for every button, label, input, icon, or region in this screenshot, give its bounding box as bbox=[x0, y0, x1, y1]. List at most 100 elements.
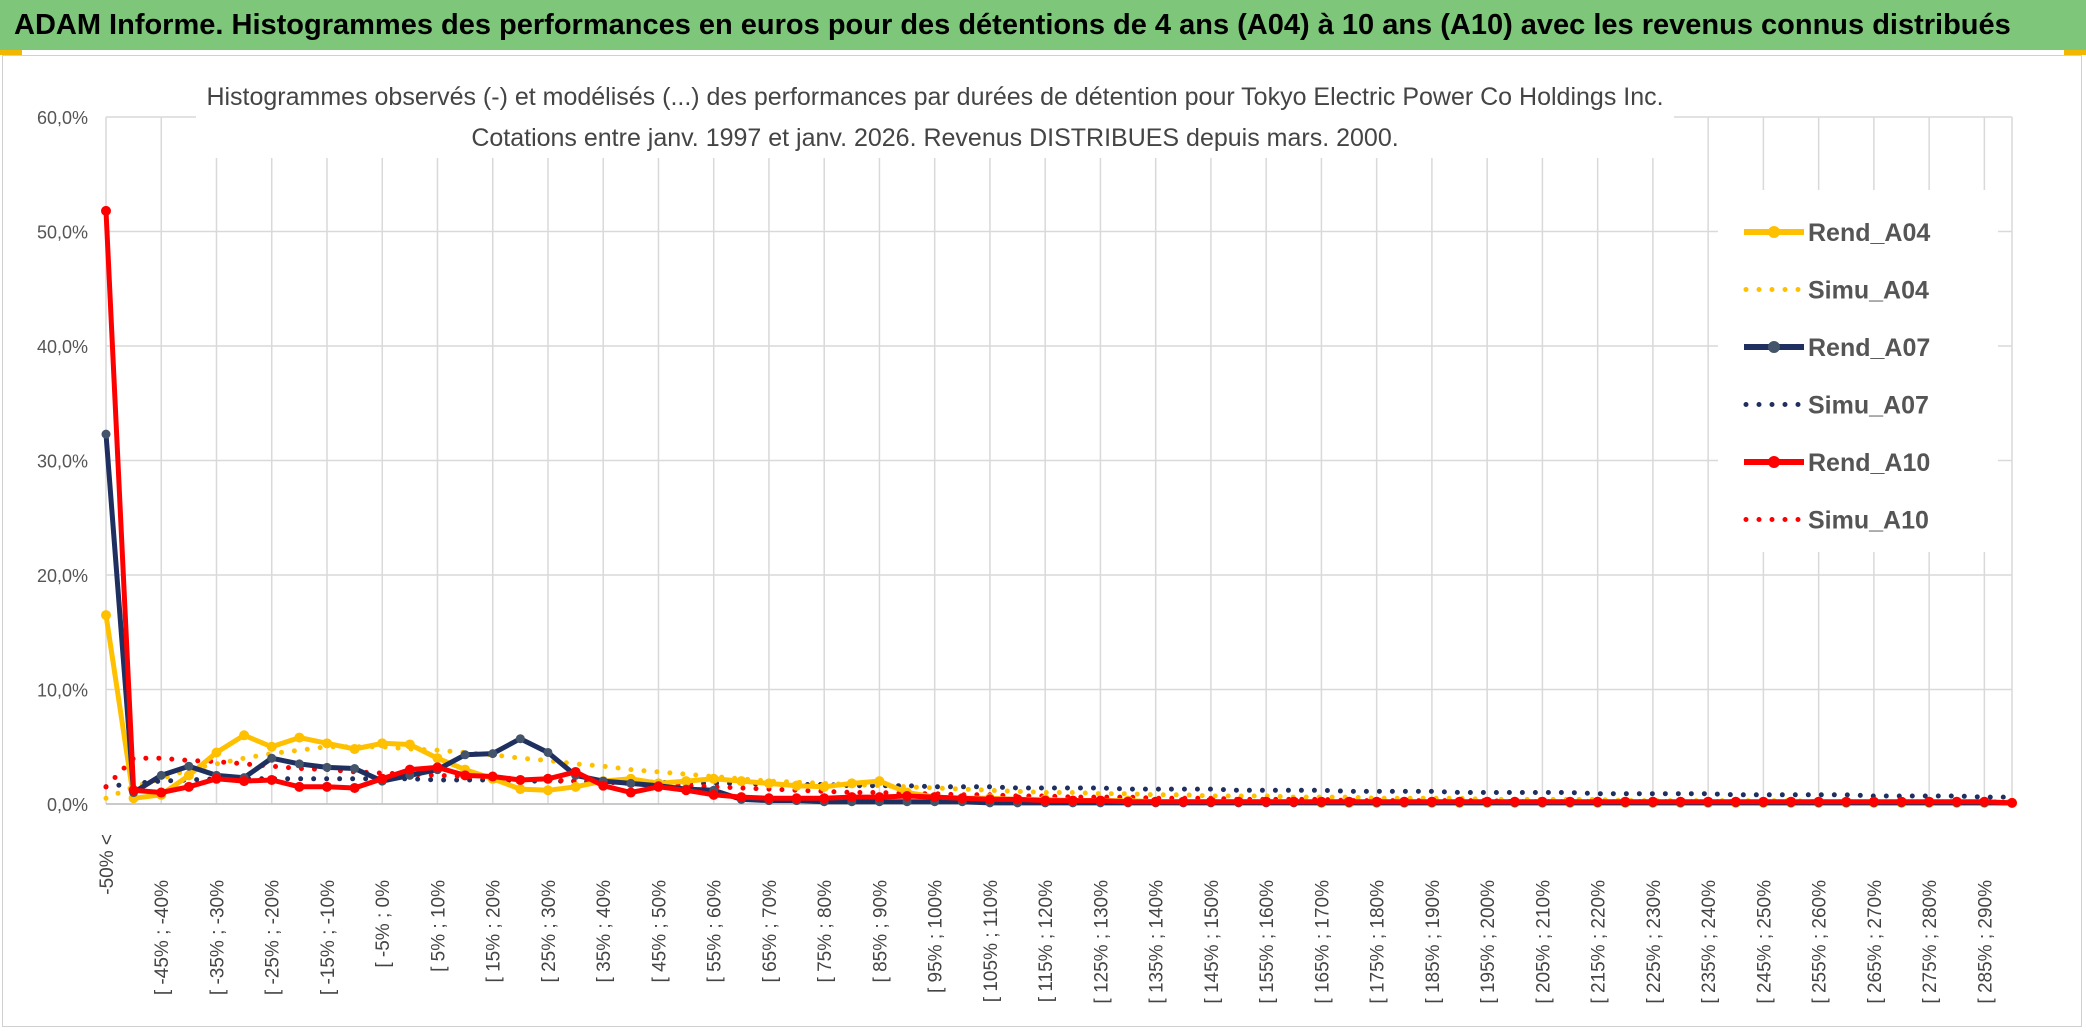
x-tick-label: [ 175% ; 180% bbox=[1368, 880, 1389, 1004]
y-tick-label: 50,0% bbox=[37, 223, 88, 243]
x-tick-label: [ 85% ; 90% bbox=[870, 880, 891, 983]
data-point bbox=[1786, 796, 1797, 807]
x-tick-label: [ 75% ; 80% bbox=[815, 880, 836, 983]
data-point bbox=[1123, 796, 1134, 807]
data-point bbox=[598, 780, 609, 791]
legend-background bbox=[1718, 190, 1998, 552]
data-point bbox=[487, 771, 498, 782]
data-point bbox=[542, 785, 553, 796]
data-point bbox=[570, 781, 581, 792]
data-point bbox=[625, 787, 636, 798]
data-point bbox=[1896, 796, 1907, 807]
chart-area-border bbox=[2, 55, 2082, 1027]
x-axis-ticks: -50% < [ -45% ; -40% [ -35% ; -30% [ -25% ;… bbox=[97, 834, 1996, 1004]
data-point bbox=[736, 776, 747, 787]
report-banner: ADAM Informe. Histogrammes des performan… bbox=[0, 0, 2086, 52]
x-tick-label: [ 115% ; 120% bbox=[1036, 880, 1057, 1002]
chart-title-line1: Histogrammes observés (-) et modélisés (… bbox=[206, 83, 1663, 111]
x-tick-label: [ 235% ; 240% bbox=[1699, 880, 1720, 1004]
legend-item-simu-a10: Simu_A10 bbox=[1743, 507, 1929, 535]
x-tick-label: [ 185% ; 190% bbox=[1423, 880, 1444, 1004]
data-point bbox=[460, 750, 470, 760]
y-tick-label: 10,0% bbox=[37, 681, 88, 701]
data-point bbox=[1592, 796, 1603, 807]
data-point bbox=[1841, 796, 1852, 807]
x-tick-label: [ 215% ; 220% bbox=[1589, 880, 1610, 1004]
x-tick-label: [ 105% ; 110% bbox=[981, 880, 1002, 1002]
data-point bbox=[1647, 796, 1658, 807]
data-point bbox=[902, 790, 913, 801]
data-point bbox=[626, 778, 636, 788]
data-point bbox=[1703, 796, 1714, 807]
data-point bbox=[1675, 796, 1686, 807]
legend-item-simu-a07: Simu_A07 bbox=[1743, 392, 1929, 420]
banner-accent-left bbox=[0, 50, 22, 55]
data-point bbox=[1040, 795, 1051, 806]
series-layer bbox=[101, 205, 2017, 808]
data-point bbox=[2007, 797, 2017, 808]
data-point bbox=[1399, 796, 1410, 807]
x-tick-label: [ 55% ; 60% bbox=[705, 880, 726, 983]
legend-label: Rend_A07 bbox=[1808, 334, 1930, 362]
data-point bbox=[929, 792, 940, 803]
data-point bbox=[1012, 794, 1023, 805]
data-point bbox=[1233, 796, 1244, 807]
legend-label: Simu_A10 bbox=[1808, 507, 1929, 535]
data-point bbox=[570, 766, 581, 777]
data-point bbox=[708, 773, 719, 784]
data-point bbox=[1868, 796, 1879, 807]
data-point bbox=[239, 730, 250, 741]
data-point bbox=[1344, 796, 1355, 807]
data-point bbox=[321, 781, 332, 792]
legend-label: Simu_A04 bbox=[1808, 277, 1929, 305]
series-line bbox=[103, 210, 2013, 806]
data-point bbox=[1924, 796, 1935, 807]
data-point bbox=[101, 205, 111, 216]
y-tick-label: 60,0% bbox=[37, 108, 88, 128]
x-tick-label: [ 275% ; 280% bbox=[1920, 880, 1941, 1004]
legend-item-rend-a04: Rend_A04 bbox=[1744, 219, 1930, 247]
data-point bbox=[211, 773, 222, 784]
data-point bbox=[101, 610, 111, 621]
legend-item-rend-a07: Rend_A07 bbox=[1744, 334, 1930, 362]
data-point bbox=[957, 793, 968, 804]
legend-label: Rend_A04 bbox=[1808, 219, 1930, 247]
data-point bbox=[294, 781, 305, 792]
x-tick-label: [ 155% ; 160% bbox=[1257, 880, 1278, 1004]
y-tick-label: 30,0% bbox=[37, 452, 88, 472]
data-point bbox=[1620, 796, 1631, 807]
data-point bbox=[183, 781, 194, 792]
data-point bbox=[488, 749, 498, 759]
data-point bbox=[1509, 796, 1520, 807]
data-point bbox=[349, 782, 360, 793]
x-tick-label: [ 25% ; 30% bbox=[539, 880, 560, 983]
data-point bbox=[1178, 796, 1189, 807]
y-tick-label: 0,0% bbox=[47, 795, 88, 815]
x-tick-label: [ 265% ; 270% bbox=[1865, 880, 1886, 1004]
data-point bbox=[156, 787, 167, 798]
data-point bbox=[1813, 796, 1824, 807]
data-point bbox=[515, 774, 526, 785]
y-tick-label: 20,0% bbox=[37, 566, 88, 586]
x-tick-label: [ -45% ; -40% bbox=[152, 880, 173, 995]
x-tick-label: [ 225% ; 230% bbox=[1644, 880, 1665, 1004]
data-point bbox=[239, 776, 250, 787]
data-point bbox=[350, 764, 360, 774]
data-point bbox=[184, 761, 194, 771]
data-point bbox=[681, 776, 692, 787]
data-point bbox=[1205, 796, 1216, 807]
data-point bbox=[1316, 796, 1327, 807]
x-tick-label: [ 5% ; 10% bbox=[428, 880, 449, 972]
data-point bbox=[542, 773, 553, 784]
data-point bbox=[432, 762, 443, 773]
data-point bbox=[791, 780, 802, 791]
data-point bbox=[404, 739, 415, 750]
data-point bbox=[874, 776, 885, 787]
data-point bbox=[763, 778, 774, 789]
x-tick-label: [ 195% ; 200% bbox=[1478, 880, 1499, 1004]
data-point bbox=[183, 770, 194, 781]
report-title: ADAM Informe. Histogrammes des performan… bbox=[14, 8, 2011, 41]
x-tick-label: [ -35% ; -30% bbox=[207, 880, 228, 995]
